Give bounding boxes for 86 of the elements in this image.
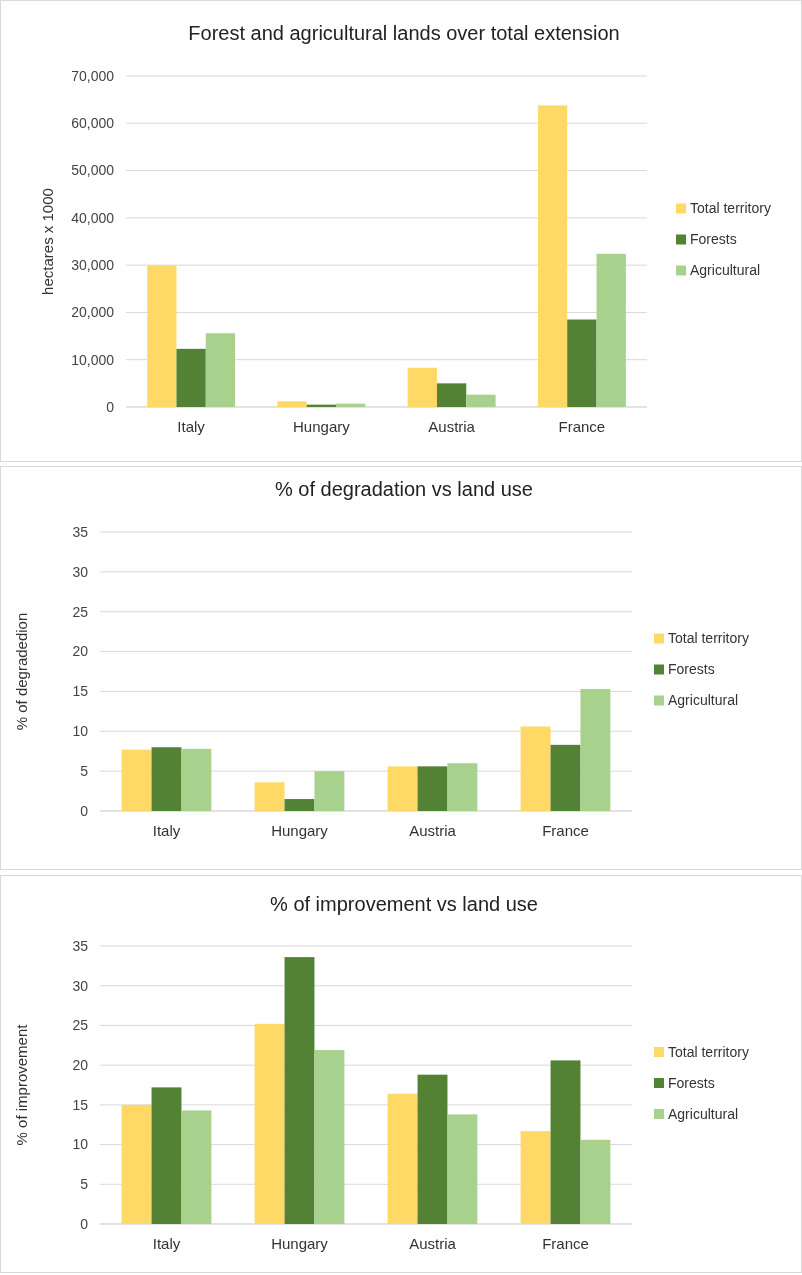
bar xyxy=(284,957,315,1224)
bar xyxy=(447,763,478,811)
legend-label: Forests xyxy=(668,1074,715,1091)
x-tick-label: Hungary xyxy=(271,1235,329,1252)
bar xyxy=(567,319,597,407)
x-tick-label: Hungary xyxy=(293,418,351,435)
bar xyxy=(417,1074,448,1224)
bar xyxy=(277,401,307,407)
y-tick-label: 30 xyxy=(72,977,89,994)
legend-label: Agricultural xyxy=(668,692,739,709)
y-tick-label: 30,000 xyxy=(71,257,115,274)
x-tick-label: Austria xyxy=(409,822,457,839)
y-tick-label: 20 xyxy=(72,1057,89,1074)
y-axis-title: % of improvement xyxy=(13,1023,30,1146)
y-tick-label: 50,000 xyxy=(71,162,115,179)
bar xyxy=(121,749,152,811)
bar xyxy=(121,1104,152,1224)
y-tick-label: 20,000 xyxy=(71,304,115,321)
bar xyxy=(520,1131,551,1224)
bar xyxy=(254,1023,285,1224)
y-tick-label: 0 xyxy=(106,398,115,415)
x-tick-label: Austria xyxy=(428,418,476,435)
bar xyxy=(580,1139,611,1224)
y-tick-label: 5 xyxy=(80,763,89,780)
y-tick-label: 25 xyxy=(72,1017,89,1034)
y-tick-label: 15 xyxy=(72,683,89,700)
bar xyxy=(181,1110,212,1224)
y-tick-label: 35 xyxy=(72,937,89,954)
y-tick-label: 35 xyxy=(72,523,89,540)
bar xyxy=(387,1093,418,1224)
y-tick-label: 10 xyxy=(72,723,89,740)
legend-label: Total territory xyxy=(668,1043,749,1060)
bar xyxy=(254,782,285,811)
bar xyxy=(436,383,467,407)
bar xyxy=(537,105,568,407)
bar xyxy=(387,766,418,811)
bar xyxy=(181,748,212,811)
chart-title: % of improvement vs land use xyxy=(270,893,538,915)
bar xyxy=(447,1114,478,1224)
bar xyxy=(314,1050,345,1224)
y-tick-label: 0 xyxy=(80,802,89,819)
legend-label: Total territory xyxy=(690,200,771,217)
x-tick-label: France xyxy=(558,418,606,435)
bar xyxy=(417,766,448,811)
y-tick-label: 5 xyxy=(80,1176,89,1193)
y-tick-label: 15 xyxy=(72,1096,89,1113)
bar xyxy=(314,771,345,811)
bar xyxy=(466,394,496,407)
y-tick-label: 25 xyxy=(72,603,89,620)
bar xyxy=(147,265,177,407)
x-tick-label: France xyxy=(542,822,589,839)
legend-label: Forests xyxy=(690,231,737,248)
x-tick-label: Italy xyxy=(177,418,206,435)
bar xyxy=(550,744,581,811)
y-axis-title: % of degradedion xyxy=(13,612,30,731)
y-tick-label: 40,000 xyxy=(71,209,115,226)
legend-label: Forests xyxy=(668,661,715,678)
y-tick-label: 10 xyxy=(72,1136,89,1153)
bar xyxy=(151,1087,182,1224)
bar xyxy=(336,403,366,407)
y-tick-label: 20 xyxy=(72,643,89,660)
legend-label: Total territory xyxy=(668,630,749,647)
y-tick-label: 10,000 xyxy=(71,351,115,368)
bar xyxy=(205,333,236,407)
x-tick-label: Austria xyxy=(409,1235,457,1252)
y-axis-title: hectares x 1000 xyxy=(39,188,56,295)
x-tick-label: France xyxy=(542,1235,589,1252)
x-tick-label: Italy xyxy=(152,1235,181,1252)
bar xyxy=(284,799,315,811)
legend-label: Agricultural xyxy=(668,1105,739,1122)
bar xyxy=(151,747,182,811)
bar xyxy=(550,1060,581,1224)
bar xyxy=(407,367,437,407)
y-tick-label: 60,000 xyxy=(71,115,115,132)
legend-label: Agricultural xyxy=(690,262,761,279)
y-tick-label: 70,000 xyxy=(71,67,115,84)
bar xyxy=(176,348,206,407)
chart-title: % of degradation vs land use xyxy=(275,478,533,500)
bar xyxy=(520,726,551,811)
bar xyxy=(596,253,626,407)
x-tick-label: Italy xyxy=(152,822,181,839)
chart-title: Forest and agricultural lands over total extension xyxy=(188,22,620,44)
y-tick-label: 30 xyxy=(72,563,89,580)
bar xyxy=(580,689,611,811)
y-tick-label: 0 xyxy=(80,1215,89,1232)
x-tick-label: Hungary xyxy=(271,822,329,839)
